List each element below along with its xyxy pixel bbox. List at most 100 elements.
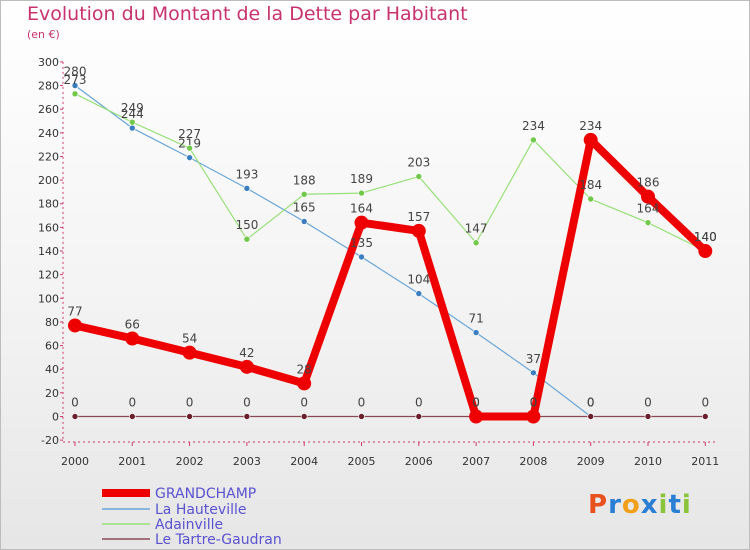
data-label-adainville: 150 xyxy=(235,218,258,232)
logo-letter: o xyxy=(621,490,641,520)
data-point-le-tartre-gaudran xyxy=(358,413,365,420)
data-label-le-tartre-gaudran: 0 xyxy=(530,396,538,410)
data-point-le-tartre-gaudran xyxy=(186,413,193,420)
data-label-la-hauteville: 165 xyxy=(293,200,316,214)
data-point-la-hauteville xyxy=(530,369,537,377)
data-label-adainville: 273 xyxy=(64,73,87,87)
data-label-le-tartre-gaudran: 0 xyxy=(186,396,194,410)
data-label-adainville: 234 xyxy=(522,119,545,133)
legend-label-grandchamp: GRANDCHAMP xyxy=(155,486,256,502)
data-label-le-tartre-gaudran: 0 xyxy=(128,396,136,410)
data-point-grandchamp xyxy=(125,331,140,346)
data-label-adainville: 147 xyxy=(465,222,488,236)
data-point-grandchamp xyxy=(526,409,541,424)
data-label-grandchamp: 186 xyxy=(637,176,660,190)
x-tick-label: 2000 xyxy=(61,455,89,468)
x-tick-label: 2007 xyxy=(462,455,490,468)
data-label-grandchamp: 0 xyxy=(472,396,480,410)
y-tick-label: 80 xyxy=(45,316,59,329)
data-point-la-hauteville xyxy=(472,329,480,336)
legend-label-le-tartre-gaudran: Le Tartre-Gaudran xyxy=(155,532,282,548)
data-point-le-tartre-gaudran xyxy=(644,413,652,420)
data-point-adainville xyxy=(186,144,193,152)
y-tick-label: 200 xyxy=(38,174,59,187)
data-label-adainville: 164 xyxy=(637,202,660,216)
data-point-la-hauteville xyxy=(358,253,365,261)
data-point-le-tartre-gaudran xyxy=(701,413,709,420)
y-tick-label: 140 xyxy=(38,245,59,258)
data-label-le-tartre-gaudran: 0 xyxy=(243,396,251,410)
x-tick-label: 2009 xyxy=(577,455,605,468)
y-tick-label: 300 xyxy=(38,56,59,69)
data-label-la-hauteville: 219 xyxy=(178,137,201,151)
y-tick-label: 260 xyxy=(38,103,59,116)
data-point-grandchamp xyxy=(354,215,369,230)
data-point-grandchamp xyxy=(641,189,655,204)
data-point-adainville xyxy=(472,239,480,247)
data-point-grandchamp xyxy=(411,223,426,238)
logo-letter: i xyxy=(658,490,669,520)
data-point-grandchamp xyxy=(68,318,82,333)
y-tick-label: 0 xyxy=(52,411,59,424)
series-line-la-hauteville xyxy=(74,84,592,418)
data-label-grandchamp: 164 xyxy=(350,202,373,216)
data-label-adainville: 227 xyxy=(178,127,201,141)
y-tick-label: 240 xyxy=(38,127,59,140)
proxiti-logo: Proxiti xyxy=(588,490,692,520)
data-label-la-hauteville: 280 xyxy=(64,65,87,79)
data-point-adainville xyxy=(129,118,136,126)
y-tick-label: 220 xyxy=(38,150,59,163)
data-point-adainville xyxy=(71,90,79,98)
data-label-grandchamp: 234 xyxy=(579,119,602,133)
logo-letter: r xyxy=(608,490,622,520)
data-label-adainville: 184 xyxy=(579,178,602,192)
data-label-grandchamp: 0 xyxy=(530,396,538,410)
data-label-le-tartre-gaudran: 0 xyxy=(358,396,366,410)
logo-letter: i xyxy=(681,490,692,520)
y-tick-label: 180 xyxy=(38,198,59,211)
x-tick-label: 2011 xyxy=(691,455,719,468)
x-tick-label: 2003 xyxy=(233,455,261,468)
data-point-le-tartre-gaudran xyxy=(243,413,251,420)
data-label-adainville: 188 xyxy=(293,173,316,187)
logo-letter: P xyxy=(588,490,609,520)
logo-letter: t xyxy=(668,490,682,520)
x-tick-label: 2010 xyxy=(634,455,662,468)
x-tick-label: 2006 xyxy=(405,455,433,468)
data-point-le-tartre-gaudran xyxy=(300,413,308,420)
data-label-grandchamp: 140 xyxy=(694,230,717,244)
x-tick-label: 2004 xyxy=(290,455,318,468)
data-point-grandchamp xyxy=(239,359,254,374)
data-label-adainville: 203 xyxy=(407,156,430,170)
data-point-adainville xyxy=(644,219,652,226)
data-point-grandchamp xyxy=(297,376,312,391)
data-label-la-hauteville: 0 xyxy=(587,396,595,410)
data-label-le-tartre-gaudran: 0 xyxy=(701,396,709,410)
data-point-adainville xyxy=(243,235,251,243)
data-label-le-tartre-gaudran: 0 xyxy=(644,396,652,410)
logo-letter: x xyxy=(640,490,659,520)
data-point-la-hauteville xyxy=(186,154,193,161)
data-point-grandchamp xyxy=(698,244,713,259)
y-tick-label: 160 xyxy=(38,221,59,234)
data-point-la-hauteville xyxy=(129,124,136,132)
data-label-grandchamp: 28 xyxy=(297,362,312,376)
y-tick-label: 60 xyxy=(45,340,59,353)
data-label-la-hauteville: 135 xyxy=(350,236,373,250)
data-label-le-tartre-gaudran: 0 xyxy=(587,396,595,410)
data-label-la-hauteville: 104 xyxy=(407,273,430,287)
x-tick-label: 2002 xyxy=(176,455,204,468)
data-point-la-hauteville xyxy=(71,82,79,89)
chart-title: Evolution du Montant de la Dette par Hab… xyxy=(27,3,468,25)
data-label-grandchamp: 157 xyxy=(407,210,430,224)
y-tick-label: 120 xyxy=(38,269,59,282)
chart-unit: (en €) xyxy=(27,28,60,41)
y-tick-label: 280 xyxy=(38,80,59,93)
data-label-le-tartre-gaudran: 0 xyxy=(415,396,423,410)
data-point-adainville xyxy=(415,173,423,180)
data-point-grandchamp xyxy=(583,132,598,147)
series-line-adainville xyxy=(74,93,706,252)
data-label-le-tartre-gaudran: 0 xyxy=(300,396,308,410)
data-label-grandchamp: 54 xyxy=(182,332,197,346)
